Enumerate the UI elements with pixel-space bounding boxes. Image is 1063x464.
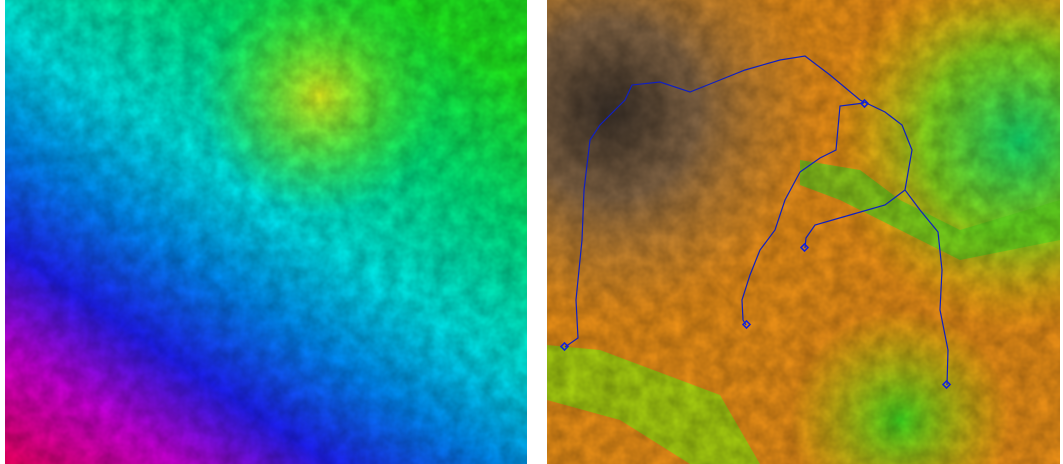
elevation-map-right xyxy=(547,0,1060,464)
page xyxy=(0,0,1063,464)
elevation-map-left xyxy=(5,0,527,464)
map-views xyxy=(0,0,1063,464)
